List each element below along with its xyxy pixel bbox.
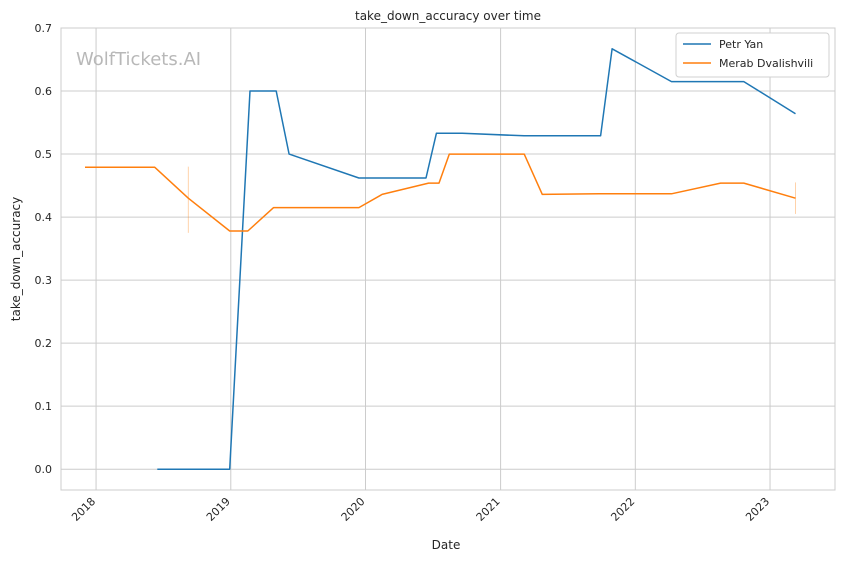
plot-area — [60, 27, 836, 491]
chart-title: take_down_accuracy over time — [355, 9, 541, 23]
x-tick-label: 2022 — [608, 495, 637, 524]
series-line-merab-dvalishvili — [85, 153, 796, 232]
series-lines — [85, 48, 796, 470]
y-tick-label: 0.0 — [35, 463, 53, 476]
legend-label-petr-yan: Petr Yan — [719, 38, 763, 51]
legend-box — [675, 32, 830, 78]
y-ticks: 0.0 0.1 0.2 0.3 0.4 0.5 0.6 0.7 — [35, 22, 53, 476]
legend: Petr Yan Merab Dvalishvili — [675, 32, 830, 78]
y-tick-label: 0.2 — [35, 337, 53, 350]
x-axis-label: Date — [432, 538, 461, 552]
x-tick-label: 2020 — [339, 495, 368, 524]
series-line-petr-yan — [157, 48, 796, 470]
x-tick-label: 2021 — [474, 495, 503, 524]
legend-label-merab-dvalishvili: Merab Dvalishvili — [719, 57, 813, 70]
x-tick-label: 2019 — [204, 495, 233, 524]
x-ticks: 2018 2019 2020 2021 2022 2023 — [69, 495, 772, 524]
y-tick-label: 0.5 — [35, 148, 53, 161]
grid — [61, 27, 835, 490]
y-tick-label: 0.7 — [35, 22, 53, 35]
y-tick-label: 0.3 — [35, 274, 53, 287]
y-tick-label: 0.4 — [35, 211, 53, 224]
watermark: WolfTickets.AI — [76, 49, 201, 70]
x-tick-label: 2018 — [69, 495, 98, 524]
x-tick-label: 2023 — [743, 495, 772, 524]
y-tick-label: 0.6 — [35, 85, 53, 98]
y-tick-label: 0.1 — [35, 400, 53, 413]
y-axis-label: take_down_accuracy — [9, 197, 23, 321]
